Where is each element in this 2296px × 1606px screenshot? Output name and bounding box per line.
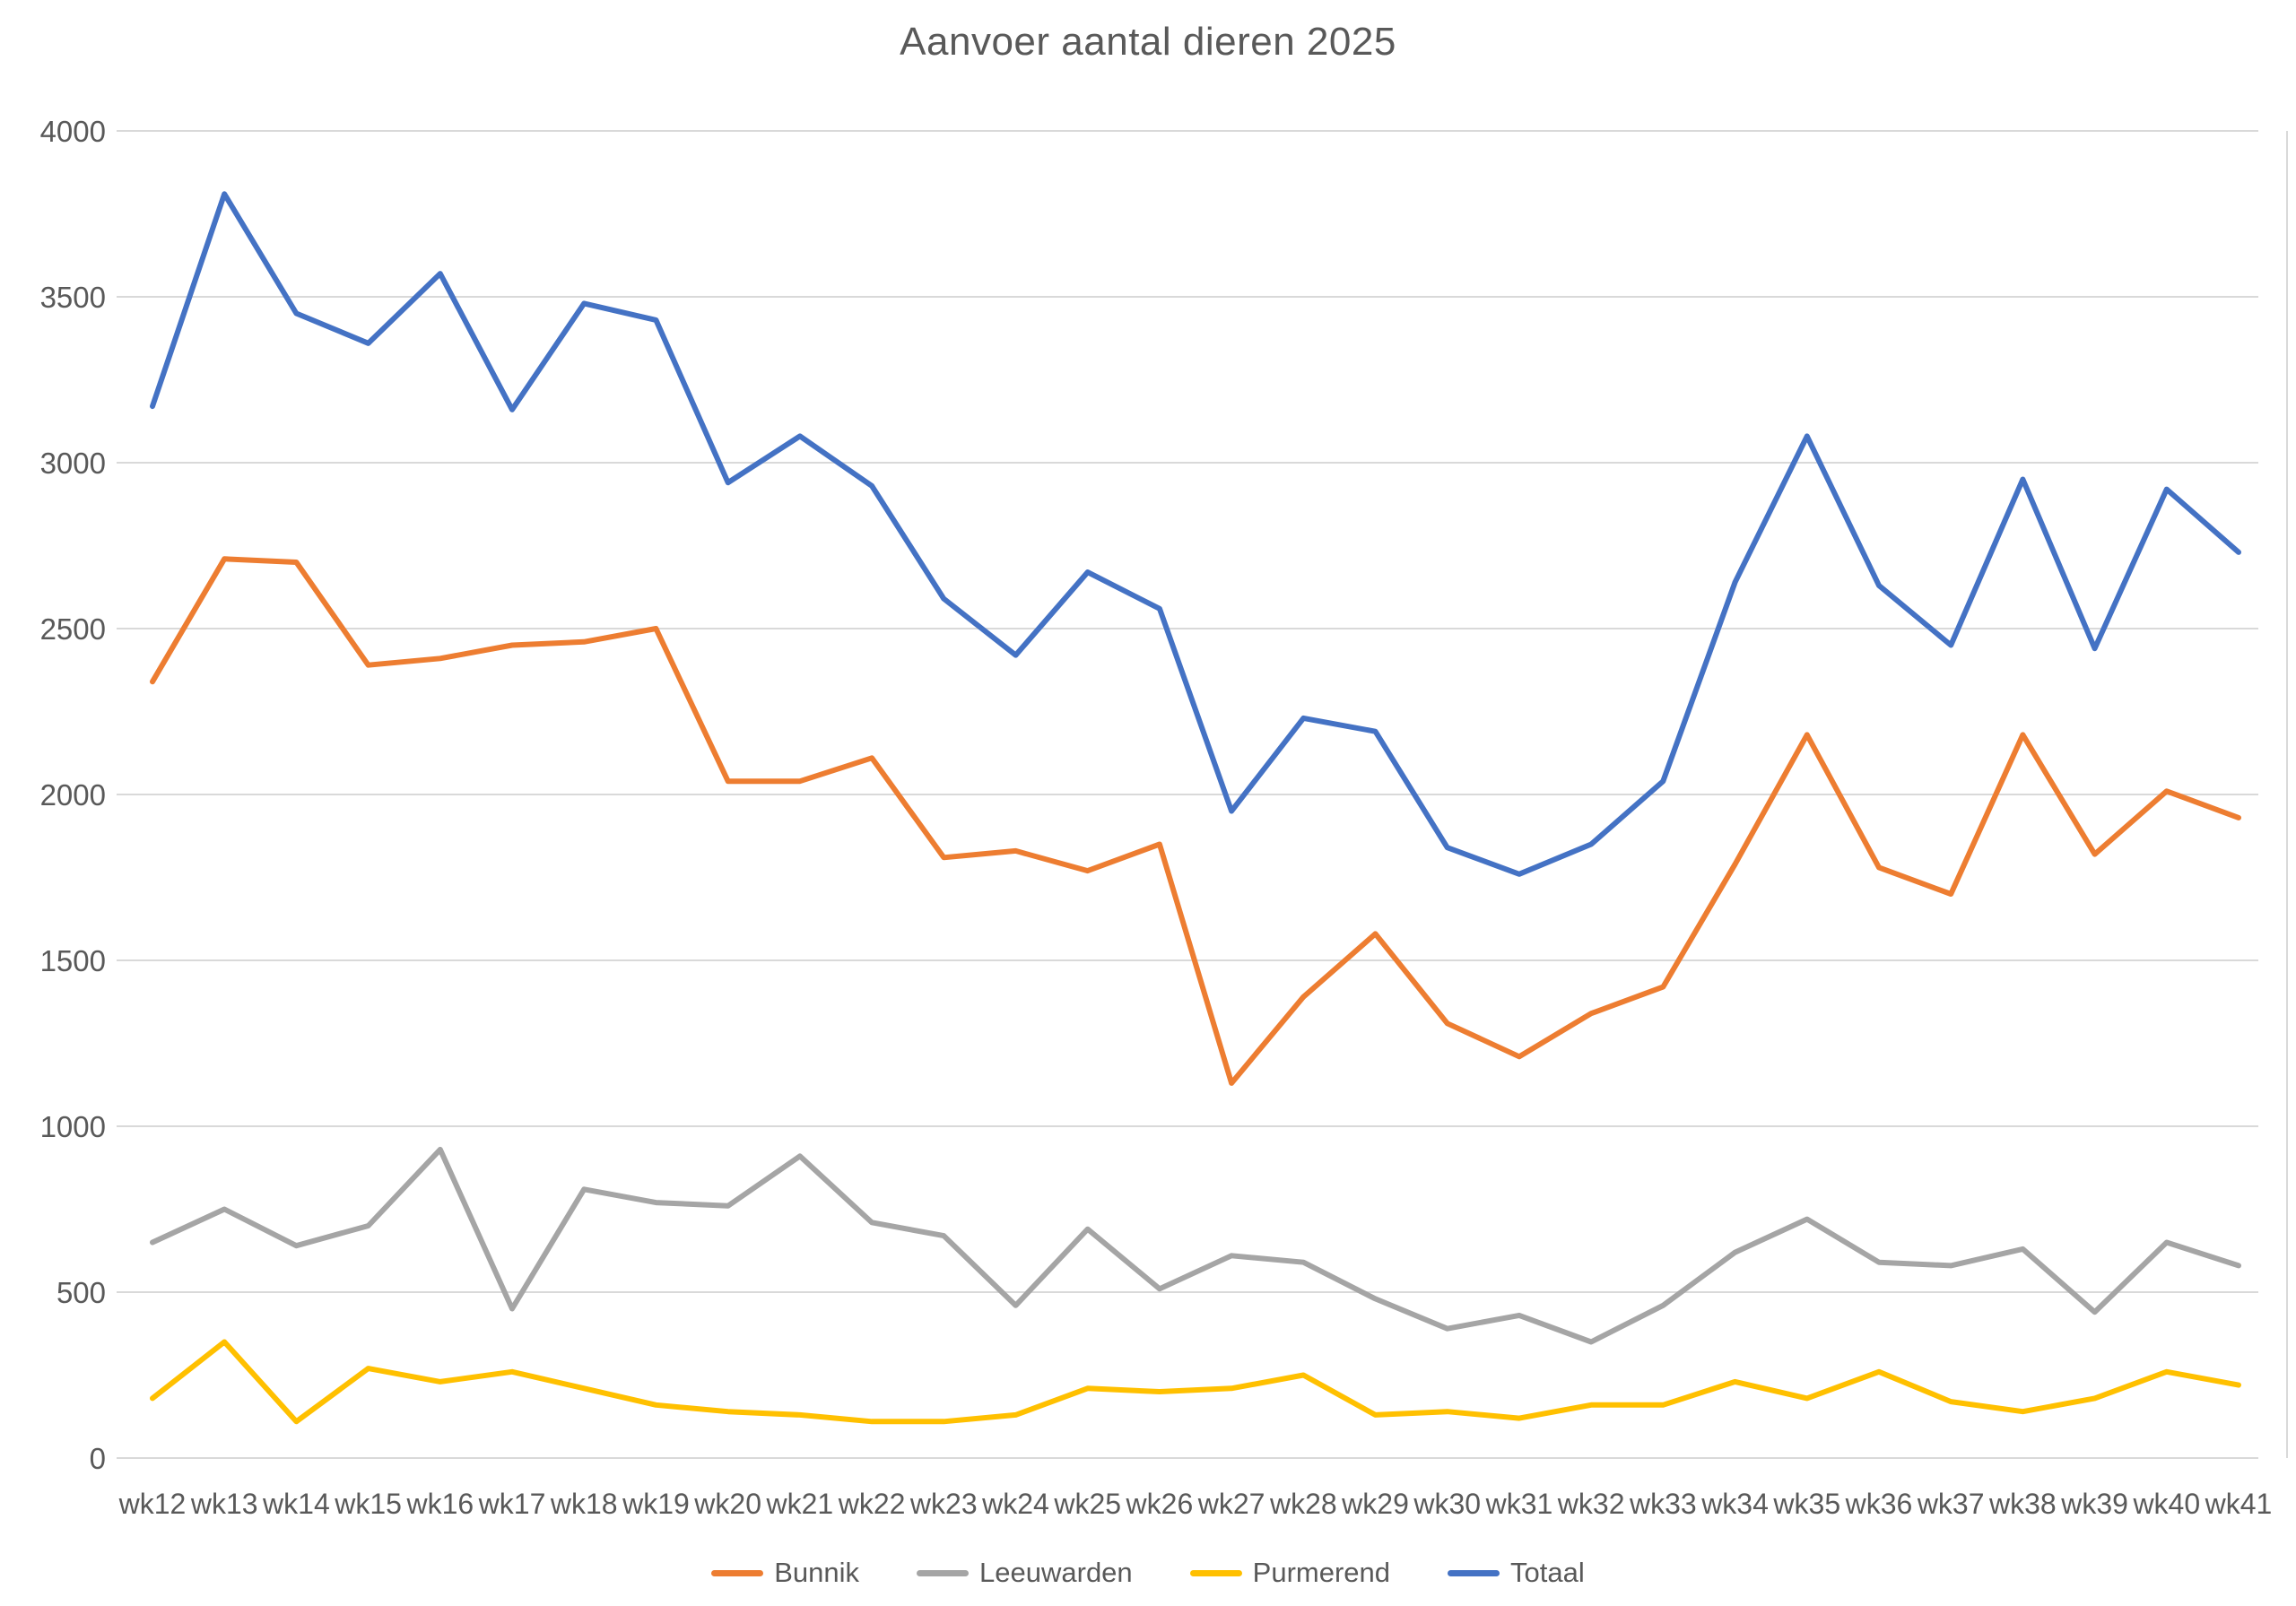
x-tick-label-wk22: wk22	[838, 1488, 906, 1520]
x-tick-label-wk38: wk38	[1988, 1488, 2057, 1520]
x-tick-label-wk20: wk20	[693, 1488, 761, 1520]
legend-label-purmerend: Purmerend	[1252, 1557, 1391, 1588]
y-tick-label-1000: 1000	[40, 1110, 106, 1143]
x-tick-label-wk25: wk25	[1053, 1488, 1121, 1520]
x-tick-label-wk16: wk16	[405, 1488, 474, 1520]
x-tick-label-wk27: wk27	[1197, 1488, 1265, 1520]
x-tick-label-wk24: wk24	[981, 1488, 1049, 1520]
y-tick-label-500: 500	[57, 1276, 106, 1309]
x-tick-label-wk13: wk13	[190, 1488, 258, 1520]
legend-item-purmerend: Purmerend	[1189, 1557, 1391, 1589]
x-tick-label-wk30: wk30	[1413, 1488, 1481, 1520]
series-line-bunnik	[150, 556, 2241, 1086]
x-tick-label-wk31: wk31	[1485, 1488, 1553, 1520]
y-tick-label-3500: 3500	[40, 281, 106, 314]
x-tick-label-wk15: wk15	[334, 1488, 402, 1520]
chart-title: Aanvoer aantal dieren 2025	[900, 20, 1396, 64]
y-tick-label-2000: 2000	[40, 778, 106, 812]
series-line-leeuwarden	[150, 1146, 2241, 1345]
x-tick-label-wk28: wk28	[1269, 1488, 1337, 1520]
legend-item-leeuwarden: Leeuwarden	[917, 1557, 1133, 1589]
y-tick-label-2500: 2500	[40, 612, 106, 646]
x-tick-label-wk35: wk35	[1772, 1488, 1840, 1520]
legend-swatch-purmerend	[1189, 1569, 1242, 1576]
x-tick-label-wk37: wk37	[1917, 1488, 1985, 1520]
y-tick-label-4000: 4000	[40, 115, 106, 148]
legend-label-bunnik: Bunnik	[774, 1557, 860, 1588]
legend-item-bunnik: Bunnik	[711, 1557, 859, 1589]
x-tick-label-wk23: wk23	[909, 1488, 978, 1520]
series-line-purmerend	[150, 1339, 2241, 1425]
legend-swatch-bunnik	[711, 1569, 764, 1576]
x-tick-label-wk41: wk41	[2205, 1488, 2273, 1520]
legend-label-totaal: Totaal	[1510, 1557, 1585, 1588]
x-tick-label-wk40: wk40	[2132, 1488, 2200, 1520]
legend-swatch-totaal	[1448, 1569, 1500, 1576]
legend-item-totaal: Totaal	[1448, 1557, 1585, 1589]
y-tick-label-1500: 1500	[40, 944, 106, 977]
y-tick-label-0: 0	[90, 1442, 106, 1475]
x-tick-label-wk29: wk29	[1341, 1488, 1409, 1520]
x-tick-label-wk39: wk39	[2060, 1488, 2128, 1520]
x-tick-label-wk12: wk12	[118, 1488, 187, 1520]
x-tick-label-wk21: wk21	[766, 1488, 834, 1520]
series-line-totaal	[150, 191, 2241, 877]
legend: Bunnik Leeuwarden Purmerend Totaal	[0, 1557, 2296, 1589]
x-tick-label-wk18: wk18	[550, 1488, 618, 1520]
x-tick-label-wk14: wk14	[262, 1488, 330, 1520]
legend-label-leeuwarden: Leeuwarden	[979, 1557, 1133, 1588]
y-tick-label-3000: 3000	[40, 447, 106, 480]
x-tick-label-wk17: wk17	[478, 1488, 546, 1520]
x-tick-label-wk34: wk34	[1700, 1488, 1769, 1520]
x-tick-label-wk19: wk19	[622, 1488, 690, 1520]
x-tick-label-wk33: wk33	[1629, 1488, 1697, 1520]
x-tick-label-wk26: wk26	[1126, 1488, 1194, 1520]
x-tick-label-wk32: wk32	[1557, 1488, 1625, 1520]
x-tick-label-wk36: wk36	[1845, 1488, 1913, 1520]
legend-swatch-leeuwarden	[917, 1569, 970, 1576]
